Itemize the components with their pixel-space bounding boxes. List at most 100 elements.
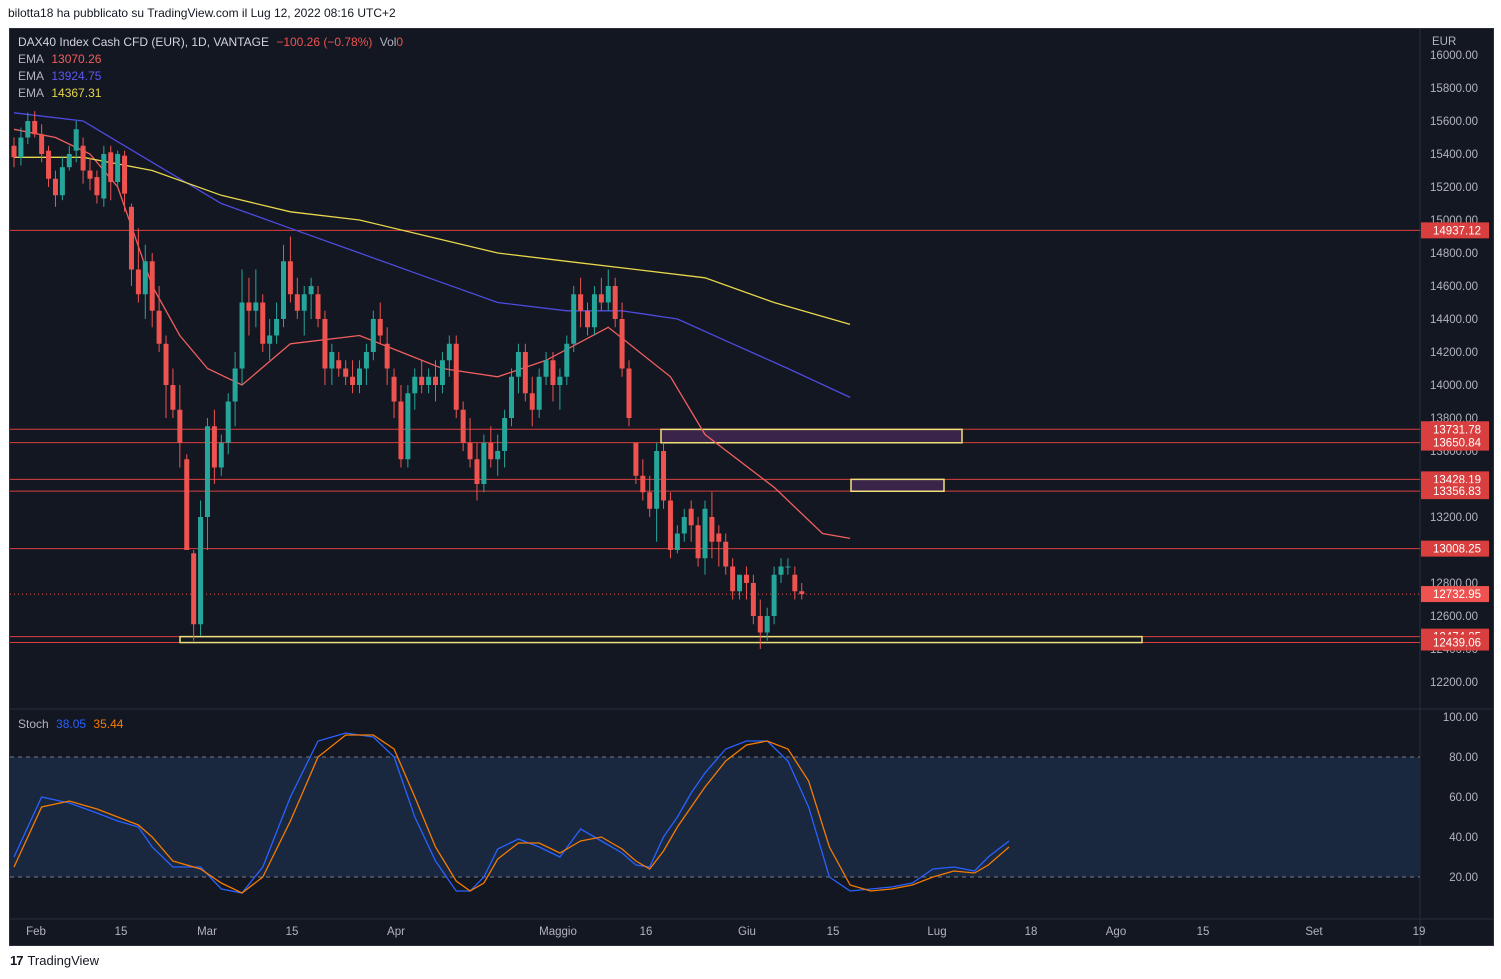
candle-body[interactable] bbox=[654, 451, 660, 509]
candle-body[interactable] bbox=[52, 178, 58, 196]
candle-body[interactable] bbox=[612, 286, 618, 319]
candle-body[interactable] bbox=[412, 376, 418, 394]
symbol-title[interactable]: DAX40 Index Cash CFD (EUR), 1D, VANTAGE bbox=[18, 35, 269, 49]
candle-body[interactable] bbox=[377, 319, 383, 336]
candle-body[interactable] bbox=[253, 302, 259, 311]
candle-body[interactable] bbox=[764, 616, 770, 633]
candle-body[interactable] bbox=[225, 401, 231, 443]
candle-body[interactable] bbox=[115, 154, 121, 183]
candle-body[interactable] bbox=[163, 343, 169, 385]
candle-body[interactable] bbox=[495, 451, 501, 460]
candle-body[interactable] bbox=[232, 368, 238, 402]
candle-body[interactable] bbox=[287, 261, 293, 295]
ema3-legend[interactable]: EMA 14367.31 bbox=[18, 86, 105, 100]
candle-body[interactable] bbox=[529, 393, 535, 410]
candle-body[interactable] bbox=[453, 343, 459, 410]
chart-svg[interactable]: 16000.00 15800.00 15600.00 15400.00 15200.00… bbox=[10, 29, 1493, 945]
chart-frame[interactable]: 16000.00 15800.00 15600.00 15400.00 15200.00… bbox=[9, 28, 1494, 946]
candle-body[interactable] bbox=[488, 442, 494, 460]
candle-body[interactable] bbox=[170, 385, 176, 410]
candle-body[interactable] bbox=[792, 574, 798, 592]
candle-body[interactable] bbox=[647, 492, 653, 509]
ema2-legend[interactable]: EMA 13924.75 bbox=[18, 69, 105, 83]
candle-body[interactable] bbox=[357, 368, 362, 386]
candle-body[interactable] bbox=[350, 376, 356, 385]
candle-body[interactable] bbox=[66, 154, 72, 168]
candle-body[interactable] bbox=[363, 352, 369, 369]
candle-body[interactable] bbox=[481, 442, 487, 484]
candle-body[interactable] bbox=[474, 459, 480, 484]
candle-body[interactable] bbox=[723, 541, 729, 567]
candle-body[interactable] bbox=[343, 368, 349, 377]
price-zone-support[interactable] bbox=[179, 635, 1143, 644]
candle-body[interactable] bbox=[557, 376, 563, 385]
ema-line-3[interactable] bbox=[14, 156, 851, 326]
candle-body[interactable] bbox=[681, 517, 687, 534]
candle-body[interactable] bbox=[543, 360, 549, 377]
candle-body[interactable] bbox=[73, 129, 79, 151]
candle-body[interactable] bbox=[218, 442, 224, 468]
candle-body[interactable] bbox=[204, 426, 210, 517]
candle-body[interactable] bbox=[536, 376, 542, 410]
candle-body[interactable] bbox=[135, 269, 141, 295]
candle-body[interactable] bbox=[198, 517, 204, 625]
candle-body[interactable] bbox=[294, 294, 300, 311]
candle-body[interactable] bbox=[274, 319, 280, 336]
candle-body[interactable] bbox=[743, 574, 749, 583]
candle-body[interactable] bbox=[467, 442, 473, 460]
candle-body[interactable] bbox=[433, 376, 439, 385]
stoch-line-d[interactable] bbox=[13, 734, 1010, 894]
candle-body[interactable] bbox=[156, 310, 162, 344]
candle-body[interactable] bbox=[709, 517, 715, 542]
candle-body[interactable] bbox=[688, 508, 694, 526]
candle-body[interactable] bbox=[778, 566, 784, 575]
candle-body[interactable] bbox=[716, 533, 722, 542]
candle-body[interactable] bbox=[757, 616, 763, 633]
candle-body[interactable] bbox=[142, 261, 148, 295]
candle-body[interactable] bbox=[667, 500, 673, 551]
candle-body[interactable] bbox=[661, 451, 667, 501]
candle-body[interactable] bbox=[750, 583, 756, 616]
candle-body[interactable] bbox=[439, 360, 445, 385]
candle-body[interactable] bbox=[39, 134, 45, 154]
tradingview-logo[interactable]: 17 TradingView bbox=[10, 953, 99, 968]
candle-body[interactable] bbox=[301, 294, 307, 311]
candle-body[interactable] bbox=[315, 294, 321, 319]
candle-body[interactable] bbox=[87, 170, 93, 179]
candle-body[interactable] bbox=[308, 286, 314, 295]
candle-body[interactable] bbox=[674, 533, 680, 551]
candle-body[interactable] bbox=[32, 121, 38, 135]
candle-body[interactable] bbox=[128, 206, 134, 270]
candle-body[interactable] bbox=[695, 525, 701, 559]
candle-body[interactable] bbox=[11, 145, 17, 158]
candle-body[interactable] bbox=[149, 261, 155, 311]
candle-body[interactable] bbox=[322, 319, 328, 369]
candle-body[interactable] bbox=[571, 294, 577, 344]
candle-body[interactable] bbox=[59, 167, 65, 196]
candle-body[interactable] bbox=[405, 393, 411, 460]
candle-body[interactable] bbox=[46, 150, 52, 179]
candle-body[interactable] bbox=[799, 591, 805, 595]
candle-body[interactable] bbox=[626, 368, 632, 419]
candle-body[interactable] bbox=[550, 360, 556, 385]
stoch-legend[interactable]: Stoch 38.05 35.44 bbox=[18, 717, 127, 731]
candle-body[interactable] bbox=[260, 302, 266, 344]
candle-body[interactable] bbox=[101, 154, 107, 199]
candle-body[interactable] bbox=[246, 302, 252, 311]
candle-body[interactable] bbox=[619, 319, 625, 369]
candle-body[interactable] bbox=[730, 566, 736, 592]
candle-body[interactable] bbox=[578, 294, 584, 311]
candle-body[interactable] bbox=[564, 343, 570, 377]
candle-body[interactable] bbox=[460, 409, 466, 443]
candle-body[interactable] bbox=[108, 152, 114, 183]
candle-body[interactable] bbox=[398, 401, 404, 460]
candle-body[interactable] bbox=[267, 335, 273, 344]
candle-body[interactable] bbox=[384, 343, 390, 369]
candle-body[interactable] bbox=[605, 286, 611, 303]
candle-body[interactable] bbox=[191, 553, 197, 625]
candle-body[interactable] bbox=[80, 145, 86, 171]
candle-body[interactable] bbox=[426, 376, 432, 385]
candle-body[interactable] bbox=[633, 442, 639, 476]
candle-body[interactable] bbox=[122, 155, 128, 194]
candle-body[interactable] bbox=[585, 310, 591, 328]
